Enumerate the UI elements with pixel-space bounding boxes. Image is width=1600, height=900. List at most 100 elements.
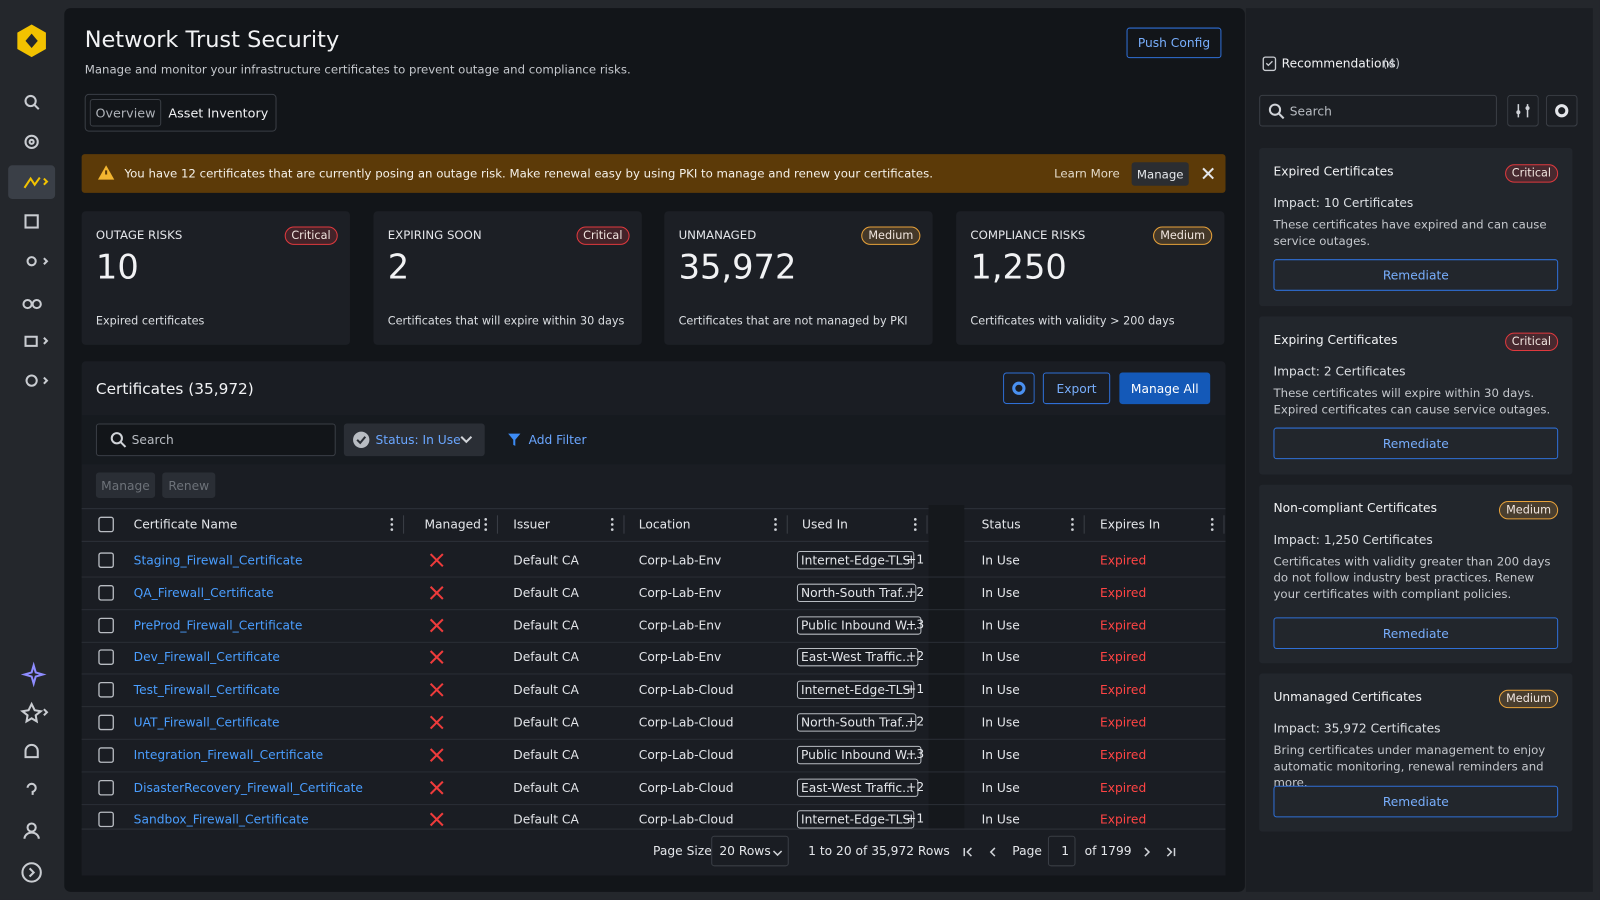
certificate-link[interactable]: PreProd_Firewall_Certificate — [133, 617, 303, 633]
first-page[interactable] — [963, 846, 973, 857]
tab[interactable]: Asset Inventory — [168, 105, 269, 121]
page-size-select[interactable] — [711, 835, 789, 867]
banner-link[interactable]: Learn More — [1054, 166, 1120, 181]
status: In Use — [981, 553, 1020, 568]
used-in-more: +2 — [906, 584, 925, 599]
card-desc: Certificates that will expire within 30 … — [387, 314, 625, 328]
remediate-button[interactable]: Remediate — [1273, 617, 1559, 649]
column-menu — [609, 516, 615, 532]
expires: Expired — [1099, 617, 1147, 633]
unmanaged-icon — [429, 715, 444, 730]
policy-icon[interactable] — [24, 335, 38, 347]
help-icon[interactable] — [26, 782, 37, 795]
expires: Expired — [1099, 585, 1147, 600]
close-icon — [1201, 166, 1215, 180]
add-filter[interactable]: Add Filter — [528, 432, 587, 447]
used-in-chip: North-South Traf... — [796, 713, 917, 732]
settings-button[interactable] — [1545, 94, 1578, 127]
checkbox — [98, 552, 114, 569]
row-divider — [81, 771, 1226, 773]
bulk-action[interactable]: Manage — [95, 472, 156, 498]
issuer: Default CA — [513, 650, 579, 665]
column-menu — [1209, 516, 1215, 532]
certificate-link[interactable]: Sandbox_Firewall_Certificate — [133, 812, 309, 827]
explore-icon[interactable] — [22, 298, 33, 310]
checkbox — [98, 747, 114, 763]
alerts-icon[interactable] — [26, 256, 37, 267]
column-header[interactable]: Used In — [802, 517, 848, 532]
remediate-button[interactable]: Remediate — [1273, 785, 1559, 818]
issuer: Default CA — [513, 585, 579, 600]
card-value: 10 — [95, 246, 139, 287]
column-header[interactable]: Issuer — [513, 517, 550, 532]
trust-icon[interactable] — [23, 176, 41, 189]
certificate-link[interactable]: UAT_Firewall_Certificate — [133, 715, 280, 730]
page-size-label: Page Size — [653, 843, 712, 859]
expires: Expired — [1099, 780, 1147, 795]
unmanaged-icon — [429, 650, 444, 665]
column-separator — [926, 515, 928, 534]
manage-all-button[interactable]: Manage All — [1119, 372, 1211, 405]
tune-button[interactable] — [1507, 94, 1539, 127]
page-title: Network Trust Security — [84, 27, 340, 54]
next-page[interactable] — [1142, 846, 1152, 857]
banner-button[interactable]: Manage — [1131, 162, 1189, 186]
settings-button[interactable] — [1003, 372, 1035, 405]
rec-search[interactable] — [1259, 94, 1497, 127]
row-divider — [81, 803, 1226, 805]
push-config-button[interactable]: Push Config — [1126, 27, 1222, 59]
rec-title: Expiring Certificates — [1273, 332, 1398, 347]
used-in-more: +2 — [906, 714, 925, 729]
status-filter-text: Status: In Use — [375, 432, 461, 447]
used-in-chip: Public Inbound W... — [796, 745, 922, 765]
search-icon[interactable] — [24, 94, 37, 108]
favorites-icon[interactable] — [20, 701, 44, 724]
certificate-link[interactable]: Integration_Firewall_Certificate — [133, 747, 324, 763]
recommendation-card — [1259, 673, 1573, 832]
column-header[interactable]: Expires In — [1099, 517, 1161, 532]
card-badge: Medium — [1153, 226, 1213, 245]
monitor-icon[interactable] — [24, 134, 39, 149]
checkbox — [98, 617, 114, 633]
row-range: 1 to 20 of 35,972 Rows — [808, 843, 950, 859]
profile-icon[interactable] — [26, 822, 37, 833]
export-button[interactable]: Export — [1042, 372, 1111, 405]
row-divider — [81, 641, 1226, 643]
checkbox — [98, 516, 114, 533]
reports-icon[interactable] — [24, 214, 39, 229]
bulk-action[interactable]: Renew — [162, 472, 216, 498]
metric-card — [373, 211, 642, 345]
unmanaged-icon — [429, 683, 444, 697]
certificate-link[interactable]: DisasterRecovery_Firewall_Certificate — [133, 780, 363, 795]
ai-icon[interactable] — [20, 661, 47, 688]
page-input[interactable] — [1047, 835, 1076, 867]
location: Corp-Lab-Cloud — [638, 682, 734, 698]
rec-title: Non-compliant Certificates — [1273, 501, 1437, 516]
location: Corp-Lab-Env — [638, 553, 722, 568]
remediate-button[interactable]: Remediate — [1273, 427, 1559, 460]
settings-icon[interactable] — [25, 374, 38, 387]
page-number: 1 — [1061, 843, 1070, 859]
last-page[interactable] — [1165, 846, 1176, 857]
issuer: Default CA — [513, 553, 579, 568]
certificate-link[interactable]: Staging_Firewall_Certificate — [133, 553, 303, 568]
notifications-icon[interactable] — [24, 743, 39, 759]
column-header[interactable]: Certificate Name — [133, 517, 238, 532]
banner-text: You have 12 certificates that are curren… — [124, 166, 933, 181]
location: Corp-Lab-Cloud — [638, 747, 734, 763]
tab[interactable]: Overview — [89, 98, 162, 127]
column-header[interactable]: Managed — [424, 517, 481, 532]
remediate-button[interactable]: Remediate — [1273, 259, 1559, 291]
prev-page[interactable] — [988, 846, 998, 857]
used-in-chip: North-South Traf... — [796, 583, 917, 602]
certificate-link[interactable]: Test_Firewall_Certificate — [133, 682, 280, 698]
expand-icon[interactable] — [21, 862, 42, 883]
certificate-link[interactable]: Dev_Firewall_Certificate — [133, 650, 280, 665]
column-header[interactable]: Status — [981, 517, 1021, 532]
column-separator — [786, 515, 788, 534]
column-header[interactable]: Location — [638, 517, 691, 532]
issuer: Default CA — [513, 617, 579, 633]
search-input[interactable] — [95, 423, 336, 457]
certificate-link[interactable]: QA_Firewall_Certificate — [133, 585, 274, 600]
row-divider — [81, 608, 1226, 610]
